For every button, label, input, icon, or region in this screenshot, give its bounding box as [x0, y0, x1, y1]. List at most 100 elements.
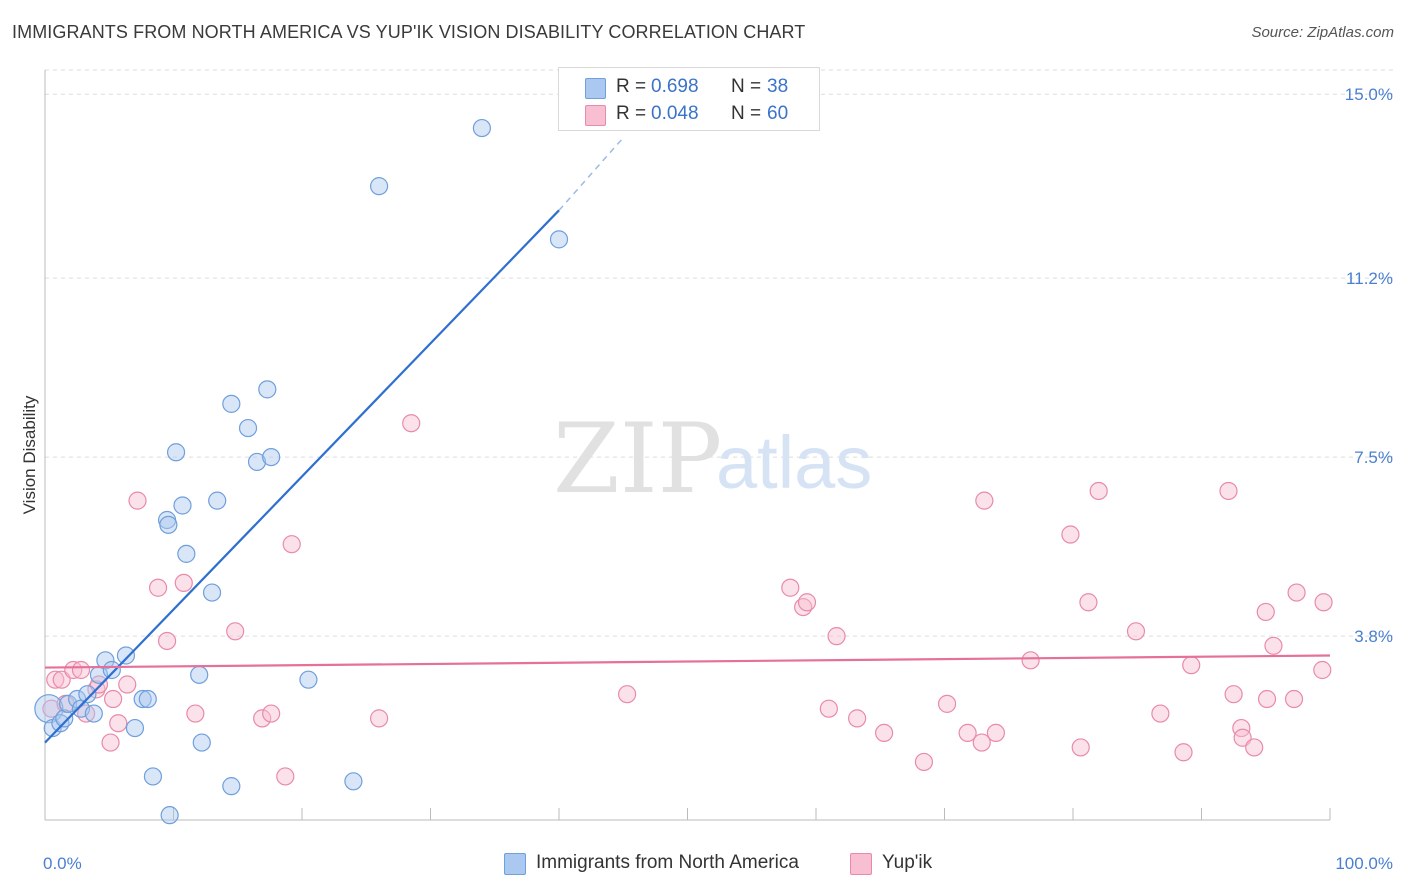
- y-axis-label: Vision Disability: [20, 395, 39, 514]
- north-america-point: [299, 670, 318, 689]
- north-america-point: [84, 704, 103, 723]
- yupik-point: [914, 752, 934, 772]
- yupik-point: [276, 767, 295, 786]
- north-america-point: [344, 772, 363, 791]
- north-america-point: [177, 544, 196, 563]
- yupik-point: [1257, 689, 1277, 709]
- y-tick-label: 7.5%: [1354, 448, 1393, 467]
- yupik-point: [937, 694, 957, 713]
- legend-r-value: 0.048: [651, 103, 699, 124]
- legend-r-label: R =: [616, 103, 647, 124]
- north-america-point: [125, 718, 145, 738]
- yupik-point: [1071, 738, 1090, 757]
- yupik-point: [1313, 660, 1332, 680]
- north-america-point: [190, 665, 209, 684]
- trend-lines: [44, 137, 1331, 744]
- yupik-point: [819, 699, 838, 718]
- gridlines: [45, 69, 1393, 637]
- yupik-point: [975, 491, 994, 510]
- north-america-point: [159, 515, 178, 534]
- x-tick-label: 100.0%: [1335, 854, 1393, 873]
- yupik-point: [1224, 685, 1243, 704]
- yupik-point: [64, 660, 83, 680]
- yupik-trend-line: [44, 654, 1331, 669]
- bottom-legend-label: Immigrants from North America: [536, 852, 799, 873]
- yupik-point: [875, 723, 894, 743]
- yupik-point: [226, 622, 245, 641]
- north-america-point: [472, 118, 491, 138]
- yupik-point: [253, 709, 272, 728]
- yupik-point: [42, 699, 61, 718]
- yupik-point: [186, 704, 205, 723]
- north-america-point: [116, 646, 136, 665]
- yupik-point: [1256, 602, 1275, 622]
- legend-r-label: R =: [616, 76, 647, 97]
- north-america-point: [102, 660, 121, 680]
- north-america-point: [370, 177, 389, 196]
- chart-title: IMMIGRANTS FROM NORTH AMERICA VS YUP'IK …: [12, 22, 806, 42]
- watermark: ZIP atlas: [553, 403, 872, 515]
- yupik-point: [1314, 593, 1333, 612]
- north-america-point: [549, 230, 569, 249]
- north-america-point: [258, 380, 277, 399]
- north-america-point: [202, 583, 222, 602]
- north-america-point: [208, 491, 227, 510]
- yupik-point: [1079, 593, 1098, 612]
- yupik-point: [781, 578, 800, 597]
- yupik-point: [1287, 583, 1306, 602]
- yupik-point: [101, 733, 120, 752]
- yupik-point: [282, 535, 301, 554]
- bottom-legend-swatch-pink: [850, 853, 872, 875]
- north-america-point: [222, 777, 241, 796]
- north-america-point: [262, 447, 281, 467]
- legend-n-label: N =: [731, 76, 762, 97]
- yupik-point: [89, 675, 109, 694]
- yupik-point: [797, 593, 817, 612]
- north-america-point: [138, 689, 157, 709]
- yupik-point: [104, 689, 123, 709]
- yupik-point: [618, 685, 637, 704]
- north-america-point: [247, 452, 267, 472]
- yupik-point: [402, 414, 421, 433]
- yupik-point: [827, 627, 846, 646]
- north-america-point: [222, 394, 241, 413]
- north-america-trend-extension: [558, 137, 624, 211]
- series-north-america-points: [34, 118, 569, 825]
- north-america-point: [96, 651, 115, 670]
- north-america-point: [166, 443, 186, 462]
- yupik-point: [1089, 481, 1108, 501]
- legend-r-value: 0.698: [651, 76, 699, 97]
- yupik-point: [1182, 656, 1201, 675]
- yupik-point: [174, 573, 193, 593]
- legend-n-label: N =: [731, 103, 762, 124]
- watermark-atlas: atlas: [716, 421, 872, 504]
- yupik-point: [1021, 651, 1040, 670]
- yupik-point: [1126, 622, 1146, 641]
- yupik-point: [52, 670, 71, 689]
- yupik-point: [370, 709, 389, 728]
- north-america-point: [78, 685, 97, 704]
- series-yupik-points: [42, 414, 1333, 786]
- yupik-point: [848, 709, 867, 728]
- yupik-point: [1061, 525, 1080, 544]
- yupik-point: [71, 660, 91, 680]
- yupik-point: [128, 491, 147, 510]
- yupik-point: [986, 723, 1006, 743]
- y-tick-label: 3.8%: [1354, 627, 1393, 646]
- north-america-point: [143, 767, 163, 786]
- y-tick-label: 15.0%: [1345, 85, 1393, 104]
- north-america-point: [160, 806, 179, 825]
- bottom-legend-swatch-blue: [504, 853, 526, 875]
- north-america-point: [238, 418, 258, 438]
- north-america-point: [55, 709, 74, 728]
- north-america-point: [192, 733, 211, 752]
- legend-n-value: 60: [767, 103, 789, 124]
- yupik-point: [1284, 689, 1304, 709]
- north-america-point: [173, 496, 192, 515]
- legend-swatch-blue: [585, 78, 606, 99]
- legend-swatch-pink: [585, 105, 606, 126]
- north-america-point: [133, 689, 152, 709]
- yupik-point: [958, 723, 977, 743]
- yupik-point: [1151, 704, 1170, 723]
